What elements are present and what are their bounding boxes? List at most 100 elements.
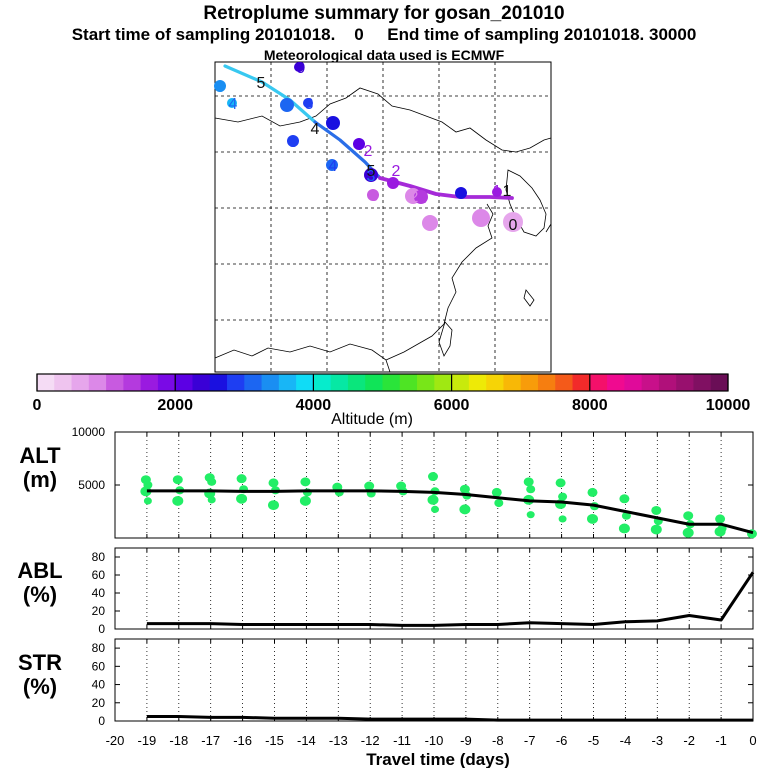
scatter-point <box>143 497 152 505</box>
scatter-point <box>207 477 217 486</box>
y-tick-label: 80 <box>92 550 106 564</box>
x-tick-label: -8 <box>492 733 504 748</box>
scatter-point <box>587 513 598 524</box>
scatter-point <box>618 523 630 534</box>
colorbar-swatch <box>555 374 574 391</box>
colorbar-tick-label: 10000 <box>706 397 751 414</box>
scatter-point <box>682 527 694 538</box>
trajectory-day-label: 8 <box>370 188 379 205</box>
scatter-point <box>268 500 279 511</box>
x-tick-label: -12 <box>361 733 380 748</box>
scatter-point <box>558 492 568 501</box>
x-tick-label: -5 <box>588 733 600 748</box>
y-tick-label: 5000 <box>78 478 105 492</box>
y-tick-label: 80 <box>92 641 106 655</box>
trajectory-day-label: 2 <box>364 143 373 160</box>
colorbar-swatch <box>693 374 712 391</box>
trajectory-day-label: 2 <box>410 189 419 206</box>
colorbar-swatch <box>382 374 401 391</box>
colorbar-swatch <box>589 374 608 391</box>
trajectory-day-label: 2 <box>478 211 487 228</box>
y-axis-label: STR <box>18 650 62 675</box>
trajectory-day-label: 2 <box>418 190 427 207</box>
colorbar-swatch <box>451 374 470 391</box>
y-tick-label: 40 <box>92 586 106 600</box>
trajectory-day-label: 4 <box>329 158 338 175</box>
y-tick-label: 40 <box>92 678 106 692</box>
scatter-point <box>427 494 439 505</box>
colorbar-swatch <box>365 374 383 391</box>
x-tick-label: -14 <box>297 733 316 748</box>
series-line <box>146 571 755 627</box>
colorbar-swatch <box>261 374 280 391</box>
y-tick-label: 20 <box>92 696 106 710</box>
colorbar-swatch <box>572 374 591 391</box>
x-tick-label: -19 <box>138 733 157 748</box>
trajectory-day-label: 5 <box>331 116 340 133</box>
colorbar-tick-label: 0 <box>33 397 42 414</box>
scatter-point <box>715 514 726 524</box>
scatter-point <box>714 526 726 537</box>
colorbar-swatch <box>710 374 729 391</box>
trajectory-day-label: 3 <box>367 168 376 185</box>
colorbar-swatch <box>244 374 263 391</box>
scatter-point <box>207 496 216 504</box>
y-tick-label: 0 <box>98 714 105 728</box>
x-tick-label: -15 <box>265 733 284 748</box>
scatter-point <box>364 481 375 491</box>
colorbar-swatch <box>607 374 625 391</box>
colorbar-swatch <box>468 374 487 391</box>
x-axis-label: Travel time (days) <box>366 750 510 768</box>
x-tick-label: -10 <box>425 733 444 748</box>
y-axis-label: ABL <box>17 558 62 583</box>
colorbar-swatch <box>503 374 522 391</box>
colorbar-tick-label: 4000 <box>296 397 332 414</box>
colorbar-swatch <box>71 374 90 391</box>
scatter-point <box>236 474 247 484</box>
scatter-point <box>650 524 662 535</box>
colorbar-swatch <box>347 374 366 391</box>
colorbar-swatch <box>537 374 556 391</box>
x-tick-label: -20 <box>106 733 125 748</box>
chart-title: Retroplume summary for gosan_201010 <box>203 3 565 24</box>
y-axis-label: (%) <box>23 582 57 607</box>
x-tick-label: -7 <box>524 733 536 748</box>
colorbar-swatch <box>399 374 418 391</box>
y-axis-label: (m) <box>23 467 57 492</box>
colorbar-swatch <box>313 374 332 391</box>
colorbar-swatch <box>330 374 349 391</box>
x-tick-label: -6 <box>556 733 568 748</box>
x-tick-label: -1 <box>715 733 727 748</box>
colorbar-swatch <box>106 374 124 391</box>
y-tick-label: 20 <box>92 604 106 618</box>
scatter-point <box>140 486 152 497</box>
colorbar-swatch <box>227 374 245 391</box>
altitude-colorbar: 0 2000 4000 6000 8000 10000 Altitude (m) <box>33 373 751 428</box>
scatter-point <box>491 487 502 497</box>
scatter-point <box>651 505 662 515</box>
x-tick-label: -17 <box>201 733 220 748</box>
colorbar-tick-label: 6000 <box>434 397 470 414</box>
x-tick-label: -11 <box>393 733 411 748</box>
map-gridlines <box>215 62 551 372</box>
series-line <box>146 714 753 722</box>
scatter-point <box>299 495 311 506</box>
scatter-point <box>459 504 471 515</box>
trajectory-day-label: 1 <box>503 183 512 200</box>
x-tick-label: -13 <box>329 733 348 748</box>
colorbar-swatch <box>641 374 660 391</box>
scatter-point <box>621 511 631 520</box>
y-tick-label: 60 <box>92 659 106 673</box>
trajectory-day-label: 9 <box>297 60 306 77</box>
colorbar-swatch <box>520 374 539 391</box>
y-tick-label: 60 <box>92 568 106 582</box>
scatter-point <box>526 511 535 519</box>
trajectory-day-label: 5 <box>257 75 266 92</box>
scatter-point <box>683 511 694 521</box>
colorbar-swatch <box>278 374 297 391</box>
y-tick-label: 0 <box>98 622 105 636</box>
